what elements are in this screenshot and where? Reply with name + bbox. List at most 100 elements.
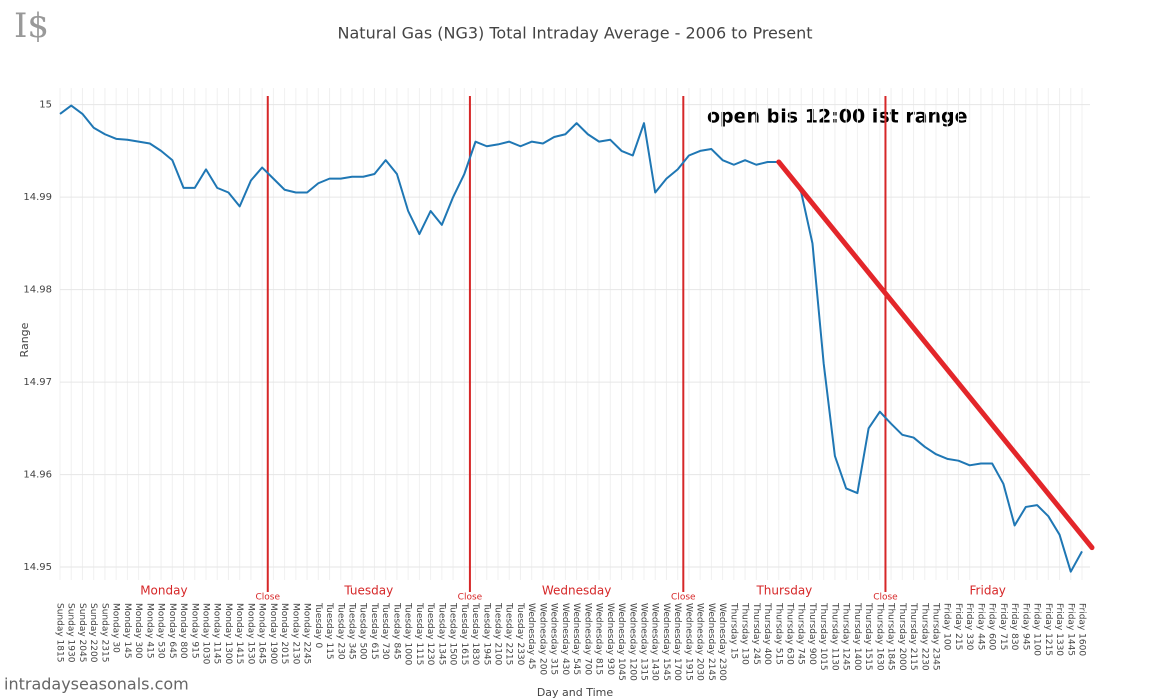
x-tick-label: Friday 1100: [1032, 603, 1042, 656]
x-tick-label: Monday 415: [144, 603, 154, 659]
x-tick-label: Monday 145: [122, 603, 132, 659]
x-tick-label: Monday 1900: [268, 603, 278, 665]
day-label: Wednesday: [542, 584, 611, 598]
x-tick-label: Tuesday 2100: [493, 602, 503, 666]
x-tick-label: Wednesday 1045: [616, 603, 626, 681]
x-tick-label: Thursday 1130: [829, 602, 839, 671]
x-tick-label: Wednesday 200: [537, 603, 547, 675]
x-tick-label: Tuesday 2330: [515, 602, 525, 666]
x-tick-label: Wednesday 1315: [639, 603, 649, 681]
x-tick-label: Friday 1330: [1054, 603, 1064, 656]
x-tick-label: Thursday 15: [728, 602, 738, 659]
x-tick-label: Thursday 1400: [852, 602, 862, 671]
x-tick-label: Sunday 2200: [88, 603, 98, 663]
x-tick-label: Thursday 130: [740, 602, 750, 665]
day-label: Friday: [970, 584, 1006, 598]
x-tick-label: Sunday 1930: [66, 603, 76, 663]
x-tick-label: Wednesday 545: [571, 603, 581, 675]
x-tick-label: Friday 945: [1020, 603, 1030, 650]
logo: I$: [14, 6, 49, 46]
x-tick-label: Wednesday 700: [582, 603, 592, 675]
x-tick-label: Friday 715: [998, 603, 1008, 650]
day-label: Thursday: [755, 584, 812, 598]
x-tick-label: Wednesday 45: [526, 603, 536, 669]
close-label: Close: [458, 593, 483, 603]
x-tick-label: Tuesday 1230: [425, 602, 435, 666]
x-tick-label: Monday 915: [189, 603, 199, 659]
y-tick-label: 14.98: [23, 285, 52, 296]
x-tick-label: Thursday 245: [751, 602, 761, 665]
x-tick-label: Thursday 900: [807, 602, 817, 665]
annotation: open bis 12:00 ist range: [707, 106, 968, 128]
x-tick-label: Friday 100: [942, 603, 952, 651]
day-label: Tuesday: [343, 584, 393, 598]
x-tick-label: Thursday 1845: [886, 602, 896, 671]
x-tick-label: Thursday 1015: [818, 602, 828, 671]
x-tick-label: Tuesday 115: [324, 602, 334, 660]
x-tick-label: Thursday 2230: [919, 602, 929, 671]
x-tick-label: Sunday 2045: [77, 603, 87, 662]
close-label: Close: [256, 593, 281, 603]
x-axis-label: Day and Time: [537, 686, 614, 699]
x-tick-label: Friday 330: [964, 603, 974, 651]
close-label: Close: [671, 593, 696, 603]
x-tick-label: Monday 1030: [201, 603, 211, 665]
x-tick-label: Monday 800: [178, 603, 188, 659]
x-tick-label: Thursday 630: [785, 602, 795, 665]
x-tick-label: Monday 1645: [257, 603, 267, 664]
series-line: [59, 104, 1083, 573]
x-tick-label: Friday 215: [953, 603, 963, 650]
x-tick-label: Wednesday 2300: [717, 603, 727, 681]
x-tick-label: Sunday 1815: [55, 603, 65, 662]
x-tick-label: Tuesday 2215: [504, 602, 514, 665]
x-tick-label: Tuesday 1830: [470, 602, 480, 666]
x-tick-label: Thursday 1245: [841, 602, 851, 671]
x-tick-label: Wednesday 1915: [683, 603, 693, 681]
x-tick-label: Monday 1145: [212, 603, 222, 664]
x-tick-label: Tuesday 1115: [414, 602, 424, 665]
x-tick-label: Wednesday 1430: [650, 603, 660, 681]
x-tick-label: Wednesday 930: [605, 603, 615, 675]
x-tick-label: Tuesday 500: [358, 602, 368, 660]
x-tick-label: Wednesday 430: [560, 603, 570, 675]
y-tick-label: 15: [39, 100, 52, 111]
x-tick-label: Tuesday 230: [335, 602, 345, 660]
trend-line: [776, 159, 1095, 551]
x-tick-label: Monday 1415: [234, 603, 244, 664]
x-tick-label: Wednesday 315: [549, 603, 559, 675]
day-label: Monday: [140, 584, 187, 598]
y-tick-label: 14.95: [23, 562, 52, 573]
x-tick-label: Monday 2130: [290, 603, 300, 665]
chart-title: Natural Gas (NG3) Total Intraday Average…: [338, 24, 813, 43]
x-tick-label: Thursday 2345: [931, 602, 941, 671]
x-tick-label: Monday 2015: [279, 603, 289, 664]
y-tick-label: 14.99: [23, 192, 52, 203]
x-tick-label: Monday 1530: [245, 603, 255, 665]
footer: intradayseasonals.com: [4, 675, 189, 694]
y-tick-label: 14.96: [23, 470, 52, 481]
x-tick-label: Tuesday 1500: [448, 602, 458, 666]
x-tick-label: Wednesday 1545: [661, 603, 671, 681]
x-tick-label: Thursday 2000: [897, 602, 907, 671]
close-label: Close: [873, 593, 898, 603]
x-tick-label: Friday 1600: [1077, 603, 1087, 656]
x-tick-label: Tuesday 615: [369, 602, 379, 660]
x-tick-label: Wednesday 2030: [695, 603, 705, 681]
x-tick-label: Tuesday 345: [347, 602, 357, 660]
x-tick-label: Thursday 1515: [863, 602, 873, 671]
x-tick-label: Thursday 515: [773, 602, 783, 665]
x-tick-label: Tuesday 1345: [436, 602, 446, 665]
x-tick-label: Monday 645: [167, 603, 177, 659]
x-tick-label: Wednesday 1200: [627, 603, 637, 681]
x-tick-label: Monday 2245: [302, 603, 312, 664]
x-tick-label: Friday 1215: [1043, 603, 1053, 656]
x-tick-label: Monday 1300: [223, 603, 233, 665]
x-tick-label: Tuesday 1615: [459, 602, 469, 665]
x-tick-label: Tuesday 845: [391, 602, 401, 660]
x-tick-label: Wednesday 815: [594, 603, 604, 675]
x-tick-label: Friday 600: [987, 603, 997, 651]
x-tick-label: Friday 445: [975, 603, 985, 650]
x-tick-label: Tuesday 0: [313, 602, 323, 648]
y-tick-label: 14.97: [23, 377, 52, 388]
